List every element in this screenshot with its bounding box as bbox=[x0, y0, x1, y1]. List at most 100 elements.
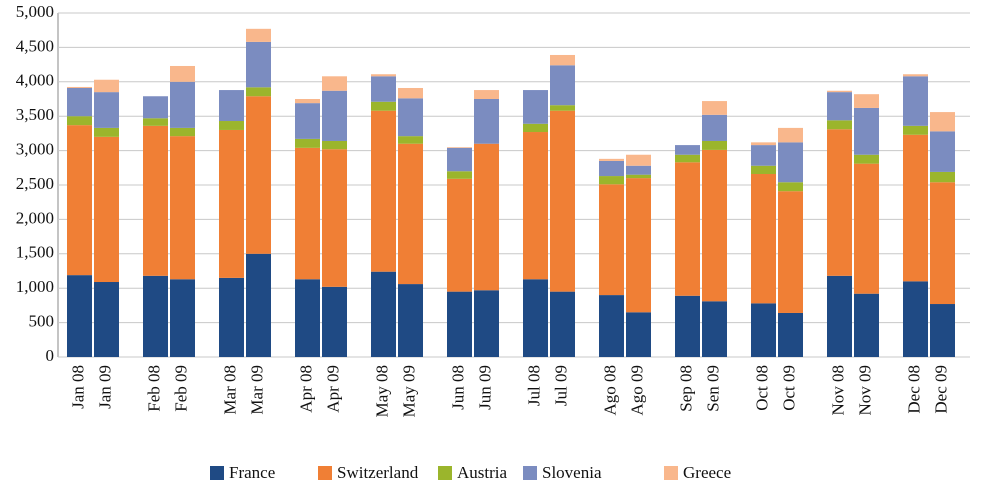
bar-segment bbox=[778, 191, 803, 313]
bar-segment bbox=[246, 41, 271, 88]
y-tick-label: 500 bbox=[29, 312, 55, 331]
bar-segment bbox=[447, 147, 472, 172]
bar-segment bbox=[599, 158, 624, 161]
bar-segment bbox=[854, 94, 879, 108]
bar-segment bbox=[371, 74, 396, 77]
bar-segment bbox=[67, 86, 92, 88]
bar-segment bbox=[371, 76, 396, 102]
bar-segment bbox=[550, 54, 575, 66]
x-tick-label: Jan 08 bbox=[68, 365, 87, 409]
bar-segment bbox=[626, 312, 651, 357]
x-tick-label: Jun 09 bbox=[475, 365, 494, 410]
x-tick-label: Mar 09 bbox=[247, 365, 266, 415]
bar-segment bbox=[170, 136, 195, 280]
bar-segment bbox=[702, 140, 727, 150]
bar-segment bbox=[903, 74, 928, 77]
bar-segment bbox=[675, 154, 700, 163]
bar-segment bbox=[854, 163, 879, 294]
bar-segment bbox=[474, 290, 499, 357]
bar-segment bbox=[398, 87, 423, 99]
bar-segment bbox=[94, 127, 119, 137]
x-tick-label: Feb 09 bbox=[171, 365, 190, 412]
bar-segment bbox=[219, 121, 244, 130]
bar-segment bbox=[170, 279, 195, 357]
bar-segment bbox=[67, 125, 92, 276]
bar-segment bbox=[903, 134, 928, 282]
legend-label: Slovenia bbox=[542, 463, 602, 482]
bar-segment bbox=[599, 184, 624, 296]
bar-segment bbox=[626, 165, 651, 175]
x-tick-label: Nov 08 bbox=[828, 365, 847, 416]
bar-segment bbox=[778, 142, 803, 183]
legend-swatch bbox=[318, 466, 332, 480]
bar-segment bbox=[474, 90, 499, 99]
bar-segment bbox=[550, 105, 575, 111]
legend-swatch bbox=[523, 466, 537, 480]
y-tick-label: 0 bbox=[46, 346, 55, 365]
y-tick-label: 1,000 bbox=[16, 277, 54, 296]
bar-segment bbox=[447, 291, 472, 357]
bar-segment bbox=[322, 286, 347, 357]
bar-segment bbox=[523, 123, 548, 133]
legend-label: Switzerland bbox=[337, 463, 419, 482]
bar-segment bbox=[219, 129, 244, 278]
bar-segment bbox=[322, 90, 347, 141]
legend-swatch bbox=[438, 466, 452, 480]
bar-segment bbox=[599, 295, 624, 357]
bar-segment bbox=[170, 65, 195, 82]
bar-segment bbox=[447, 171, 472, 179]
x-tick-label: May 08 bbox=[372, 365, 391, 417]
bar-segment bbox=[778, 182, 803, 192]
bar-segment bbox=[447, 147, 472, 148]
bar-segment bbox=[930, 182, 955, 305]
bar-segment bbox=[599, 160, 624, 177]
bar-segment bbox=[702, 101, 727, 115]
legend-label: Greece bbox=[683, 463, 731, 482]
bar-segment bbox=[322, 76, 347, 91]
bar-segment bbox=[246, 28, 271, 42]
bar-segment bbox=[474, 99, 499, 144]
bar-segment bbox=[67, 275, 92, 357]
bar-segment bbox=[827, 129, 852, 276]
bar-segment bbox=[246, 96, 271, 254]
bar-segment bbox=[322, 140, 347, 150]
bar-segment bbox=[94, 92, 119, 128]
bar-segment bbox=[398, 143, 423, 285]
bar-segment bbox=[550, 110, 575, 292]
bar-segment bbox=[398, 284, 423, 357]
bar-segment bbox=[626, 154, 651, 166]
bar-segment bbox=[143, 96, 168, 119]
bar-segment bbox=[827, 120, 852, 130]
bar-segment bbox=[219, 90, 244, 122]
bar-segment bbox=[371, 271, 396, 357]
bar-segment bbox=[599, 176, 624, 185]
bar-segment bbox=[827, 90, 852, 93]
bar-segment bbox=[751, 165, 776, 174]
x-tick-label: Nov 09 bbox=[855, 365, 874, 416]
legend-swatch bbox=[210, 466, 224, 480]
bar-segment bbox=[903, 76, 928, 126]
x-tick-label: Dec 09 bbox=[931, 365, 950, 414]
bar-segment bbox=[854, 107, 879, 155]
x-tick-label: Dec 08 bbox=[904, 365, 923, 414]
x-tick-label: Ago 09 bbox=[627, 365, 646, 416]
bar-segment bbox=[295, 103, 320, 139]
bar-segment bbox=[295, 138, 320, 148]
y-tick-label: 5,000 bbox=[16, 2, 54, 21]
bar-segment bbox=[523, 132, 548, 280]
legend-label: France bbox=[229, 463, 275, 482]
bar-segment bbox=[371, 110, 396, 272]
bar-segment bbox=[143, 275, 168, 357]
bar-segment bbox=[398, 136, 423, 144]
bar-segment bbox=[930, 112, 955, 132]
bar-segment bbox=[94, 79, 119, 93]
y-tick-label: 4,000 bbox=[16, 71, 54, 90]
bar-segment bbox=[295, 147, 320, 280]
bar-segment bbox=[930, 304, 955, 357]
bar-segment bbox=[246, 87, 271, 97]
bar-segment bbox=[322, 149, 347, 287]
bar-segment bbox=[143, 118, 168, 126]
y-tick-label: 3,500 bbox=[16, 105, 54, 124]
bar-segment bbox=[827, 92, 852, 121]
bar-segment bbox=[550, 65, 575, 106]
